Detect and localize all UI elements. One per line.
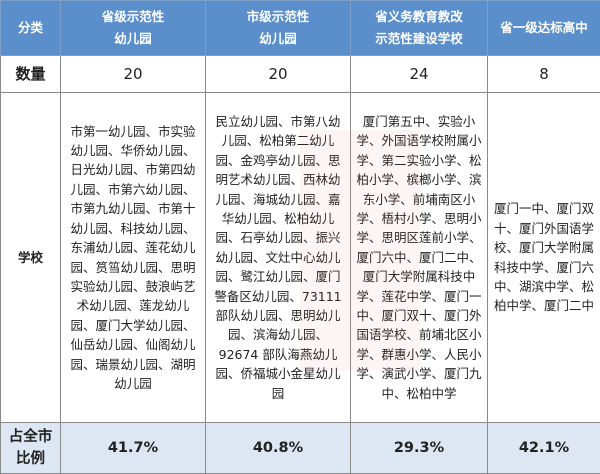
count-cell: 20 (61, 56, 206, 93)
ratio-cell: 41.7% (61, 423, 206, 474)
schools-cell: 民立幼儿园、市第八幼儿园、松柏第二幼儿园、金鸡亭幼儿园、思明艺术幼儿园、西林幼儿… (206, 93, 351, 423)
ratio-row: 占全市 比例 41.7% 40.8% 29.3% 42.1% (1, 423, 600, 474)
count-cell: 20 (206, 56, 351, 93)
count-label: 数量 (1, 56, 61, 93)
header-category: 分类 (1, 1, 61, 56)
header-reform-school: 省义务教育教改 示范性建设学校 (351, 1, 488, 56)
ratio-cell: 29.3% (351, 423, 488, 474)
count-cell: 24 (351, 56, 488, 93)
schools-cell: 厦门第五中、实验小学、外国语学校附属小学、第二实验小学、松柏小学、槟榔小学、滨东… (351, 93, 488, 423)
header-city-kindergarten: 市级示范性 幼儿园 (206, 1, 351, 56)
ratio-cell: 42.1% (488, 423, 600, 474)
count-row: 数量 20 20 24 8 (1, 56, 600, 93)
schools-row: 学校 市第一幼儿园、市实验幼儿园、华侨幼儿园、日光幼儿园、市第四幼儿园、市第六幼… (1, 93, 600, 423)
count-cell: 8 (488, 56, 600, 93)
header-high-school: 省一级达标高中 (488, 1, 600, 56)
header-row: 分类 省级示范性 幼儿园 市级示范性 幼儿园 省义务教育教改 示范性建设学校 省… (1, 1, 600, 56)
ratio-cell: 40.8% (206, 423, 351, 474)
ratio-label: 占全市 比例 (1, 423, 61, 474)
schools-cell: 厦门一中、厦门双十、厦门外国语学校、厦门大学附属科技中学、厦门六中、湖滨中学、松… (488, 93, 600, 423)
schools-cell: 市第一幼儿园、市实验幼儿园、华侨幼儿园、日光幼儿园、市第四幼儿园、市第六幼儿园、… (61, 93, 206, 423)
header-provincial-kindergarten: 省级示范性 幼儿园 (61, 1, 206, 56)
schools-label: 学校 (1, 93, 61, 423)
